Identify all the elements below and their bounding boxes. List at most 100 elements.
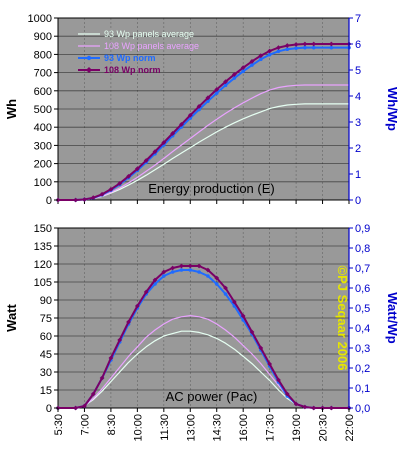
energy-gridlines <box>57 17 350 204</box>
series-point-3 <box>223 285 228 291</box>
legend-108wp-average-label: 108 Wp panels average <box>104 41 199 51</box>
x-tick-label: 10:00 <box>132 414 144 442</box>
left-tick-label: 90 <box>40 295 52 307</box>
series-point-3 <box>108 186 114 192</box>
series-point-3 <box>126 319 131 325</box>
series-point-2 <box>153 282 157 286</box>
series-line-1 <box>58 84 349 201</box>
right-tick-label: 5 <box>355 65 361 77</box>
right-tick-label: 1 <box>355 169 361 181</box>
right-tick-label: 6 <box>355 39 361 51</box>
series-point-3 <box>170 265 176 271</box>
series-point-3 <box>311 41 317 47</box>
ac-power-left-axis-label: Watt <box>4 303 19 331</box>
left-tick-label: 60 <box>40 331 52 343</box>
ac-power-left-axis-ticks: 0 15 30 45 60 75 90 105 120 135 150 <box>34 223 58 415</box>
left-tick-label: 75 <box>40 313 52 325</box>
series-point-2 <box>303 45 307 50</box>
series-point-3 <box>258 345 264 351</box>
legend-108wp-norm-marker <box>86 67 92 73</box>
series-point-3 <box>302 404 308 410</box>
series-point-3 <box>293 42 299 47</box>
series-point-3 <box>90 391 96 397</box>
left-tick-label: 30 <box>40 367 52 379</box>
series-point-3 <box>240 313 246 319</box>
series-point-2 <box>276 49 281 54</box>
series-point-2 <box>179 268 184 272</box>
ac-power-chart-title: AC power (Pac) <box>166 389 258 404</box>
series-point-2 <box>214 282 219 286</box>
series-point-3 <box>249 59 255 64</box>
series-point-3 <box>161 140 167 145</box>
left-tick-label: 105 <box>34 277 52 289</box>
series-point-3 <box>205 267 211 273</box>
right-tick-label: 4 <box>355 91 361 103</box>
right-tick-label: 0,0 <box>355 403 370 415</box>
right-tick-label: 0,9 <box>355 223 370 235</box>
series-point-2 <box>267 52 272 57</box>
left-tick-label: 700 <box>34 68 52 80</box>
left-tick-label: 200 <box>34 159 52 171</box>
series-point-3 <box>99 191 105 197</box>
energy-left-axis-ticks: 0 100 200 300 400 500 600 700 800 900 1000 <box>28 13 58 207</box>
x-tick-label: 19:00 <box>291 414 303 442</box>
left-tick-label: 400 <box>34 122 52 134</box>
series-point-3 <box>328 405 334 411</box>
left-tick-label: 15 <box>40 385 52 397</box>
series-point-3 <box>73 197 79 203</box>
series-point-3 <box>267 48 273 54</box>
right-tick-label: 0,2 <box>355 363 370 375</box>
series-point-3 <box>187 263 193 269</box>
series-point-3 <box>302 41 308 47</box>
series-point-3 <box>73 405 79 411</box>
energy-right-axis-ticks: 0 1 2 3 4 5 6 7 <box>348 13 361 207</box>
series-point-2 <box>223 83 228 88</box>
left-tick-label: 600 <box>34 86 52 98</box>
series-line-3 <box>58 265 349 409</box>
x-tick-label: 22:00 <box>344 414 356 442</box>
x-tick-label: 13:00 <box>185 414 197 442</box>
right-tick-label: 0,1 <box>355 383 370 395</box>
energy-series <box>55 41 352 203</box>
series-point-3 <box>214 87 220 92</box>
series-point-3 <box>143 289 149 295</box>
series-point-3 <box>214 275 220 281</box>
left-tick-label: 0 <box>46 403 52 415</box>
series-point-2 <box>259 57 263 62</box>
left-tick-label: 300 <box>34 140 52 152</box>
series-point-3 <box>276 45 281 51</box>
series-point-3 <box>170 131 176 136</box>
x-tick-label: 17:30 <box>265 414 277 442</box>
right-tick-label: 0,7 <box>355 263 370 275</box>
right-tick-label: 3 <box>355 117 361 129</box>
series-point-3 <box>143 158 149 163</box>
right-tick-label: 7 <box>355 13 361 25</box>
left-tick-label: 45 <box>40 349 52 361</box>
right-tick-label: 0,4 <box>355 323 370 335</box>
left-tick-label: 900 <box>34 31 52 43</box>
x-tick-label: 11:30 <box>159 414 171 441</box>
series-point-3 <box>99 375 105 381</box>
series-point-3 <box>82 197 87 202</box>
left-tick-label: 100 <box>34 177 52 189</box>
series-point-3 <box>126 173 131 179</box>
series-point-3 <box>311 405 317 411</box>
series-point-2 <box>232 76 237 80</box>
series-point-2 <box>250 63 254 67</box>
series-point-2 <box>214 91 219 95</box>
right-tick-label: 0,6 <box>355 283 370 295</box>
series-point-3 <box>249 329 255 335</box>
series-point-3 <box>293 401 299 407</box>
right-tick-label: 0 <box>355 195 361 207</box>
left-tick-label: 0 <box>46 195 52 207</box>
energy-chart-title: Energy production (E) <box>148 181 274 196</box>
series-point-3 <box>196 104 202 109</box>
ac-power-gridlines <box>57 227 350 409</box>
series-point-2 <box>206 274 210 278</box>
series-point-3 <box>276 377 281 383</box>
series-point-3 <box>117 180 123 186</box>
series-point-3 <box>284 43 290 48</box>
